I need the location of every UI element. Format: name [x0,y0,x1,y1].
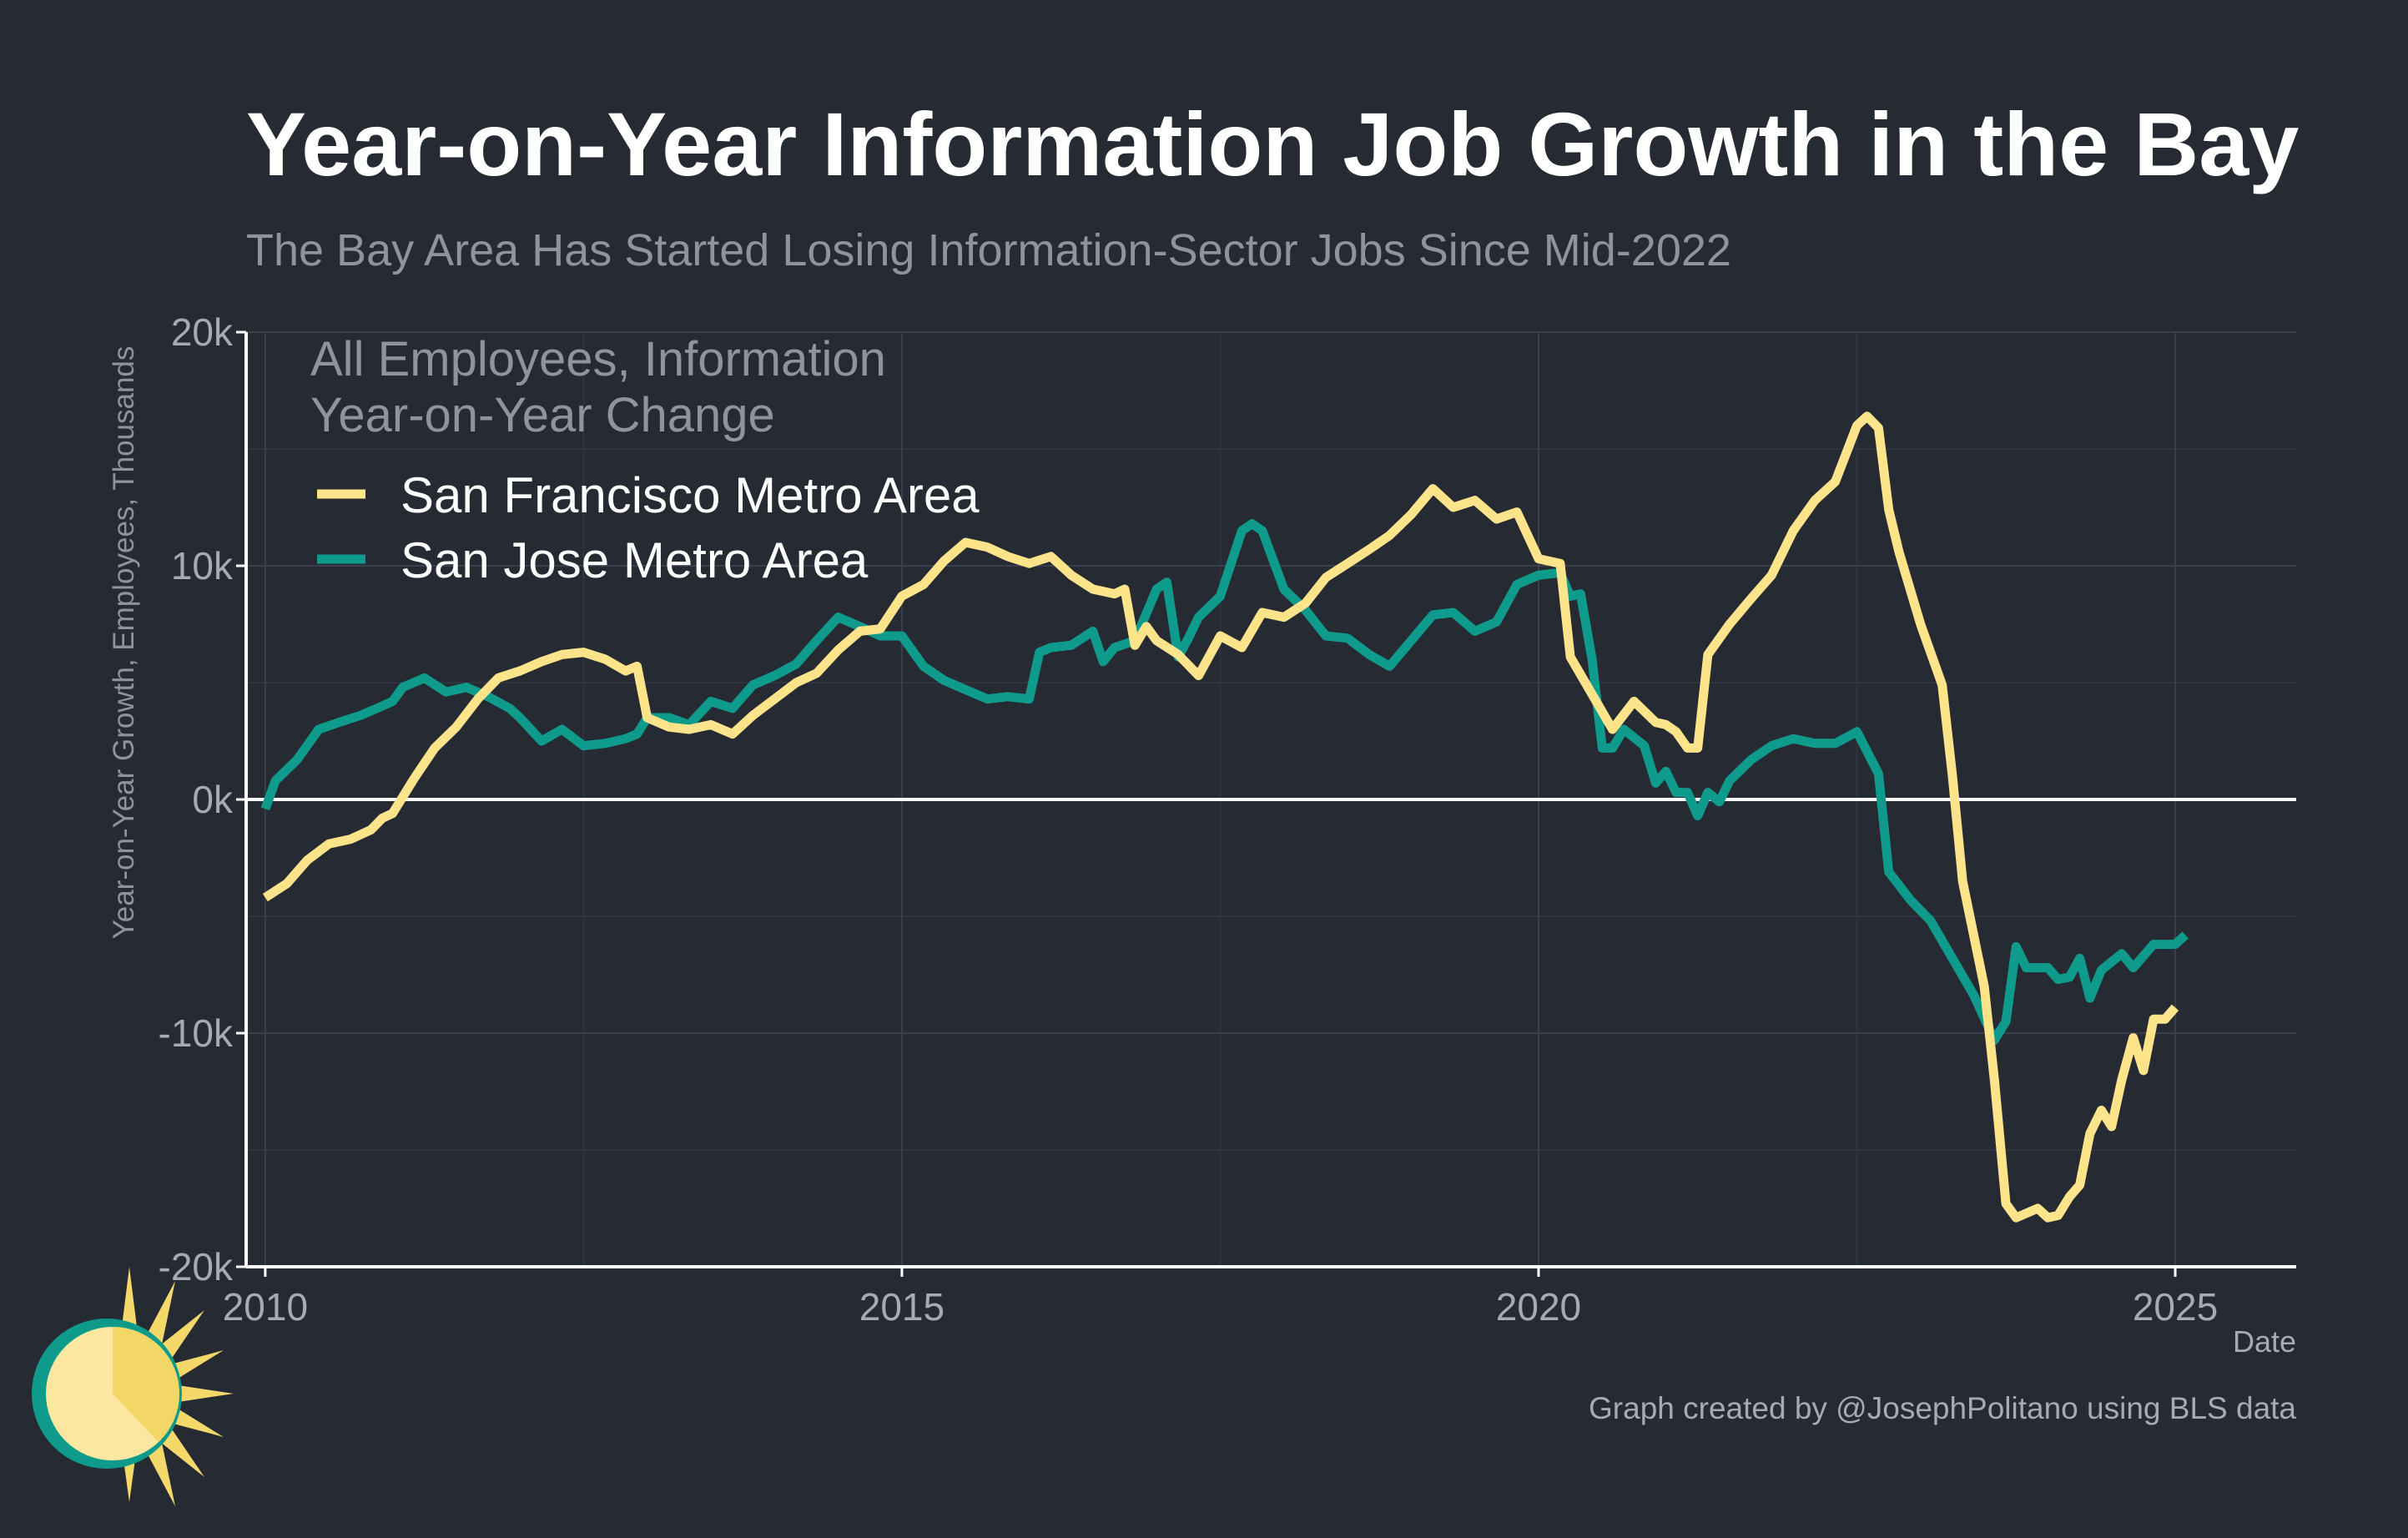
axes [236,330,2296,1277]
y-tick-label: 0k [192,778,234,821]
series-lines [260,411,2189,1223]
x-tick-label: 2010 [223,1285,308,1329]
series-line-san-francisco-metro-area [262,411,2179,1223]
x-tick-label: 2020 [1496,1285,1581,1329]
y-tick-label: 20k [171,310,234,354]
chart-subtitle: The Bay Area Has Started Losing Informat… [246,225,1731,275]
chart-title: Year-on-Year Information Job Growth in t… [246,93,2299,194]
sun-logo-icon [32,1267,234,1506]
y-tick-label: -10k [159,1011,234,1055]
legend-title-line1: All Employees, Information [310,332,886,386]
y-tick-label: -20k [159,1245,234,1288]
y-axis-label: Year-on-Year Growth, Employees, Thousand… [108,346,140,940]
series-line-san-jose-metro-area [260,519,2189,1045]
legend: All Employees, Information Year-on-Year … [310,332,980,588]
x-tick-label: 2015 [859,1285,945,1329]
x-tick-label: 2025 [2133,1285,2218,1329]
x-axis-label: Date [2233,1324,2296,1359]
legend-label-san-francisco: San Francisco Metro Area [400,467,980,523]
caption: Graph created by @JosephPolitano using B… [1589,1391,2296,1425]
y-tick-label: 10k [171,544,234,587]
legend-title-line2: Year-on-Year Change [310,388,775,442]
legend-label-san-jose: San Jose Metro Area [400,532,869,588]
